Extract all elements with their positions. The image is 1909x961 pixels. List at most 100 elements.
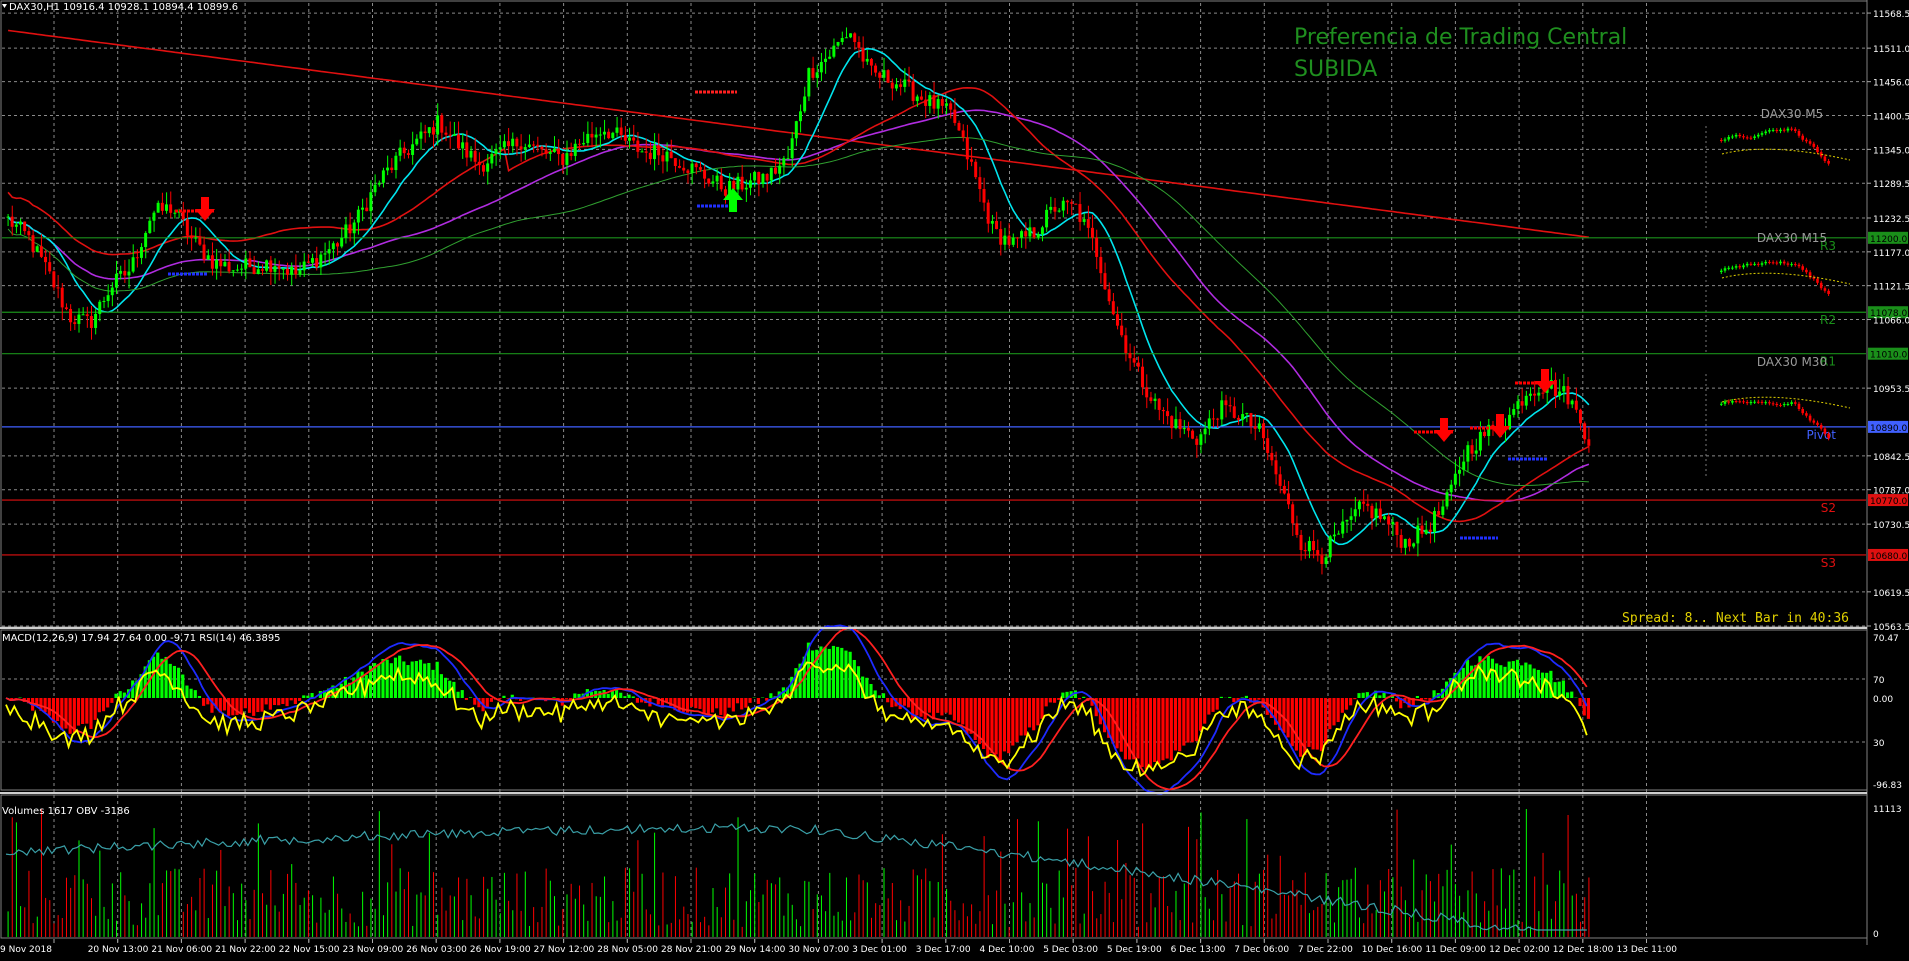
- macd-histogram-bar: [757, 698, 760, 704]
- macd-histogram-bar: [919, 698, 922, 717]
- macd-histogram-bar: [990, 698, 993, 753]
- macd-histogram-bar: [957, 698, 960, 723]
- macd-histogram-bar: [85, 698, 88, 724]
- candle-body: [1354, 509, 1357, 516]
- macd-histogram-bar: [1166, 698, 1169, 759]
- candle-body: [870, 59, 873, 66]
- candle-body: [98, 302, 101, 314]
- candle-body: [1066, 201, 1069, 203]
- candle-body: [1045, 210, 1048, 227]
- macd-histogram-bar: [723, 698, 726, 717]
- candle-body: [749, 180, 752, 187]
- candle-body: [1275, 460, 1278, 474]
- candle-body: [198, 238, 201, 245]
- macd-histogram-bar: [1132, 698, 1135, 759]
- macd-histogram-bar: [290, 698, 293, 700]
- candle-body: [365, 208, 368, 211]
- candle-body: [999, 229, 1002, 245]
- macd-histogram-bar: [853, 660, 856, 698]
- macd-histogram-bar: [1282, 698, 1285, 733]
- macd-histogram-bar: [732, 698, 735, 711]
- candle-body: [841, 38, 844, 42]
- macd-histogram-bar: [1299, 698, 1302, 757]
- candle-body: [724, 189, 727, 195]
- macd-histogram-bar: [1337, 698, 1340, 722]
- macd-histogram-bar: [1312, 698, 1315, 749]
- macd-axis-label: 30: [1873, 739, 1885, 749]
- candle-body: [148, 221, 151, 233]
- candle-body: [1095, 238, 1098, 257]
- macd-histogram-bar: [106, 698, 109, 707]
- time-tick-label: 27 Nov 12:00: [534, 945, 595, 955]
- candle-body: [1083, 219, 1086, 222]
- candle-body: [278, 266, 281, 269]
- macd-histogram-bar: [728, 698, 731, 708]
- macd-histogram-bar: [1136, 698, 1139, 759]
- candle-body: [657, 145, 660, 155]
- candle-body: [1325, 557, 1328, 564]
- macd-histogram-bar: [961, 698, 964, 724]
- candle-body: [766, 174, 769, 181]
- candle-body: [849, 33, 852, 37]
- candle-body: [1174, 419, 1177, 428]
- candle: [1033, 227, 1036, 239]
- macd-histogram-bar: [469, 697, 472, 698]
- level-label-s3: S3: [1821, 556, 1836, 570]
- macd-histogram-bar: [202, 698, 205, 706]
- candle-body: [649, 153, 652, 159]
- candle-body: [828, 57, 831, 59]
- candle-body: [424, 132, 427, 134]
- macd-histogram-bar: [769, 693, 772, 698]
- candle-body: [1199, 434, 1202, 445]
- candle-body: [795, 121, 798, 138]
- candle-body: [1316, 550, 1319, 556]
- candle-body: [207, 255, 210, 259]
- candle-body: [132, 257, 135, 271]
- macd-histogram-bar: [1199, 698, 1202, 731]
- candle-body: [73, 322, 76, 324]
- candle-body: [248, 258, 251, 267]
- candle-body: [686, 170, 689, 172]
- macd-histogram-bar: [1512, 661, 1515, 698]
- candle-body: [27, 231, 30, 235]
- candle-body: [1216, 419, 1219, 420]
- candle-body: [1270, 453, 1273, 460]
- candle-body: [632, 138, 635, 141]
- macd-histogram-bar: [865, 678, 868, 698]
- macd-histogram-bar: [1287, 698, 1290, 737]
- candle-body: [465, 142, 468, 157]
- macd-histogram-bar: [486, 698, 489, 707]
- candle-body: [761, 174, 764, 184]
- candle-body: [1541, 393, 1544, 394]
- candle-body: [194, 238, 197, 239]
- candle-body: [394, 156, 397, 170]
- candle-body: [77, 315, 80, 324]
- candle-body: [565, 153, 568, 165]
- macd-histogram-bar: [1395, 698, 1398, 701]
- candle-body: [1362, 502, 1365, 504]
- candle-body: [286, 269, 289, 275]
- candle-body: [882, 70, 885, 78]
- macd-histogram-bar: [832, 646, 835, 698]
- macd-histogram-bar: [190, 689, 193, 698]
- candle-body: [399, 148, 402, 156]
- candle-body: [1020, 231, 1023, 238]
- candle-body: [23, 222, 26, 232]
- candle-body: [1437, 511, 1440, 515]
- macd-histogram-bar: [1211, 698, 1214, 712]
- candle-body: [1466, 445, 1469, 461]
- candle-body: [611, 133, 614, 138]
- candle-body: [1395, 522, 1398, 535]
- candle-body: [144, 233, 147, 247]
- macd-histogram-bar: [94, 698, 97, 720]
- candle-body: [907, 80, 910, 82]
- candle-body: [803, 96, 806, 111]
- macd-histogram-bar: [944, 698, 947, 713]
- candle-body: [94, 314, 97, 328]
- candle-body: [1375, 509, 1378, 519]
- candle-body: [699, 167, 702, 170]
- macd-histogram-bar: [1491, 659, 1494, 698]
- symbol-info: DAX30,H1 10916.4 10928.1 10894.4 10899.6: [9, 2, 238, 13]
- time-tick-label: 22 Nov 15:00: [279, 945, 340, 955]
